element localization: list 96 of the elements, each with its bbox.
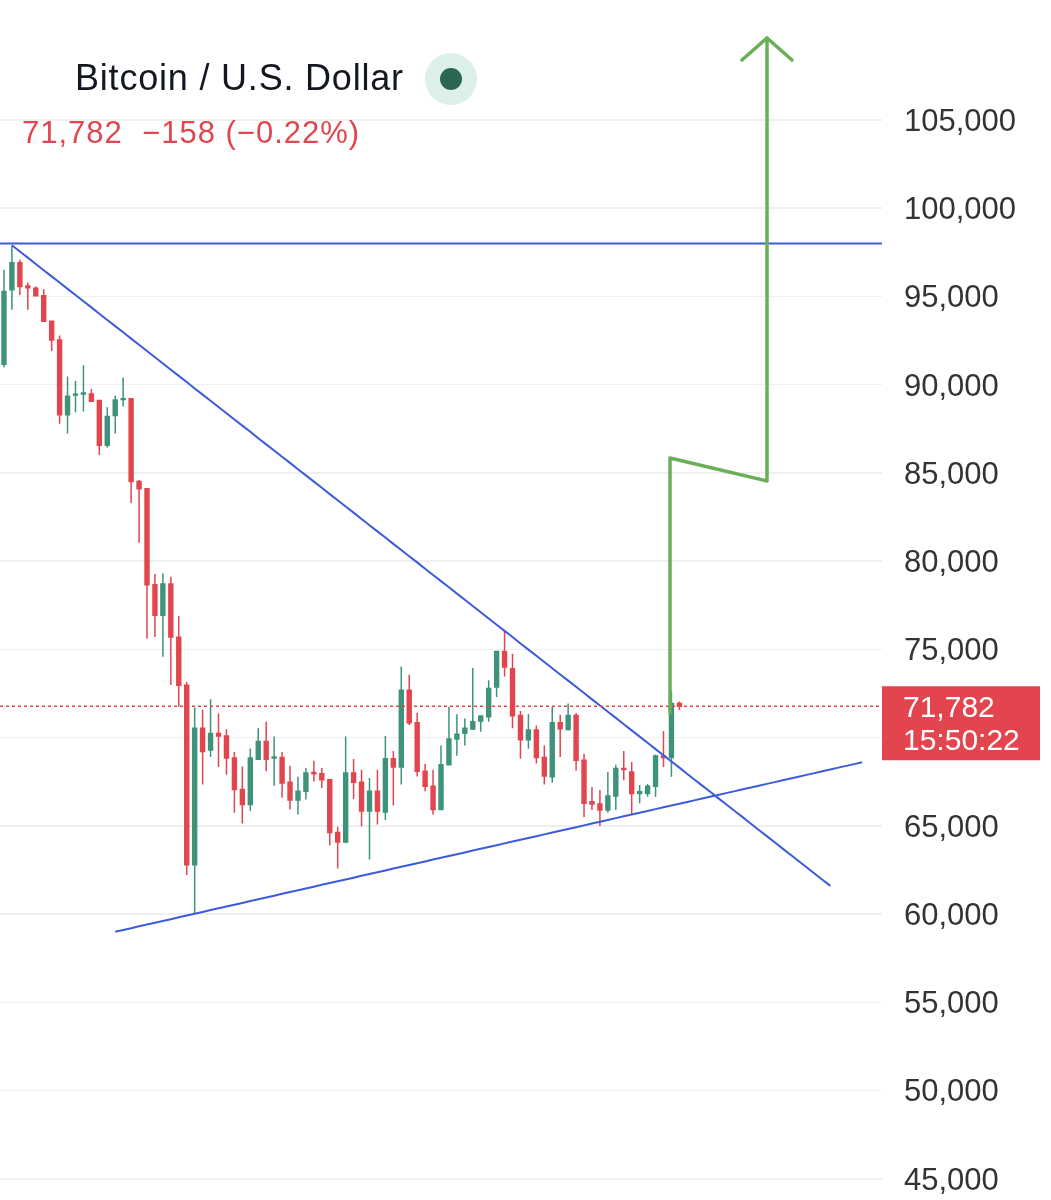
candlestick xyxy=(152,573,158,638)
candlestick xyxy=(160,572,166,658)
candlestick xyxy=(207,698,214,758)
candlestick xyxy=(422,763,428,793)
y-tick-label: 85,000 xyxy=(904,455,999,491)
y-tick-label: 60,000 xyxy=(904,896,999,932)
candlestick xyxy=(168,575,174,686)
candlestick xyxy=(366,777,373,861)
candlestick xyxy=(303,767,309,801)
candlestick xyxy=(501,629,508,678)
y-tick-label: 50,000 xyxy=(904,1073,999,1109)
ref-line-label: 71,782 xyxy=(903,690,995,723)
candlestick xyxy=(319,767,325,789)
candlestick xyxy=(120,376,126,408)
candlestick xyxy=(470,667,476,731)
candlestick xyxy=(128,398,134,504)
candlestick xyxy=(239,765,246,825)
candlestick xyxy=(517,709,524,760)
y-tick-label: 65,000 xyxy=(904,808,999,844)
candlestick xyxy=(25,281,31,311)
candlestick xyxy=(454,713,460,757)
candlestick xyxy=(493,650,500,698)
candlestick xyxy=(414,712,420,778)
candlestick xyxy=(287,764,293,811)
candlestick xyxy=(144,488,150,640)
candlestick xyxy=(1,269,7,369)
candlestick xyxy=(525,713,532,750)
candlestick xyxy=(335,826,341,870)
candlestick xyxy=(621,750,627,781)
candlestick xyxy=(358,769,365,828)
candlestick xyxy=(191,706,198,915)
candlestick xyxy=(342,735,349,844)
candlestick xyxy=(231,751,238,814)
candlestick xyxy=(374,769,381,826)
candlestick xyxy=(557,713,563,758)
candlestick xyxy=(9,244,15,311)
candlestick xyxy=(660,730,667,768)
candlestick xyxy=(597,789,603,827)
candlestick xyxy=(88,388,95,403)
candlestick xyxy=(462,717,468,747)
y-tick-label: 75,000 xyxy=(904,632,999,668)
candlestick xyxy=(636,784,643,805)
candlestick xyxy=(96,399,103,456)
candlestick xyxy=(327,778,333,847)
candlestick xyxy=(398,665,404,786)
candlestick xyxy=(72,380,79,413)
y-tick-label: 105,000 xyxy=(904,102,1017,138)
y-tick-label: 45,000 xyxy=(904,1161,999,1197)
candlestick xyxy=(644,783,651,798)
candlestick xyxy=(565,702,571,732)
candlestick xyxy=(446,706,452,766)
candlestick xyxy=(382,735,389,821)
candlestick xyxy=(605,771,611,814)
candlestick xyxy=(136,479,142,544)
y-tick-label: 95,000 xyxy=(904,279,999,315)
candlestick xyxy=(41,288,47,322)
text: 15:50:22 xyxy=(903,723,1020,756)
candlestick xyxy=(573,712,579,772)
candlestick xyxy=(350,758,357,800)
candlestick xyxy=(255,727,261,761)
y-tick-label: 80,000 xyxy=(904,544,999,580)
candlestick xyxy=(581,752,587,818)
candlestick xyxy=(295,775,301,816)
candlestick xyxy=(652,753,659,798)
y-tick-label: 90,000 xyxy=(904,367,999,403)
candlestick xyxy=(613,763,619,811)
candlestick xyxy=(485,679,492,723)
candlestick xyxy=(56,334,63,425)
text: Bitcoin / U.S. Dollar xyxy=(75,56,404,100)
candlestick xyxy=(271,735,277,787)
candlestick xyxy=(438,744,444,811)
candlestick xyxy=(533,724,540,765)
candlestick xyxy=(104,406,110,449)
candlestick xyxy=(112,394,118,435)
candlestick xyxy=(215,712,222,768)
candlestick xyxy=(223,728,230,776)
candlestick xyxy=(589,786,595,811)
candlestick xyxy=(549,706,555,784)
candlestick xyxy=(279,751,285,799)
candlestick xyxy=(199,708,206,786)
candlestick xyxy=(629,761,635,816)
candlestick xyxy=(247,747,253,812)
candlestick xyxy=(263,721,269,773)
candlestick xyxy=(64,375,71,435)
y-tick-label: 100,000 xyxy=(904,191,1017,227)
candlestick xyxy=(541,744,547,786)
candlestick xyxy=(80,364,87,413)
candlestick xyxy=(17,258,23,296)
candlestick xyxy=(33,285,39,298)
text: 71,782 −158 (−0.22%) xyxy=(22,115,361,151)
candlestick xyxy=(311,760,317,783)
candlestick xyxy=(430,769,436,816)
candlestick xyxy=(390,750,397,807)
candlestick xyxy=(48,320,55,352)
candlestick xyxy=(478,714,484,733)
y-tick-label: 55,000 xyxy=(904,985,999,1021)
